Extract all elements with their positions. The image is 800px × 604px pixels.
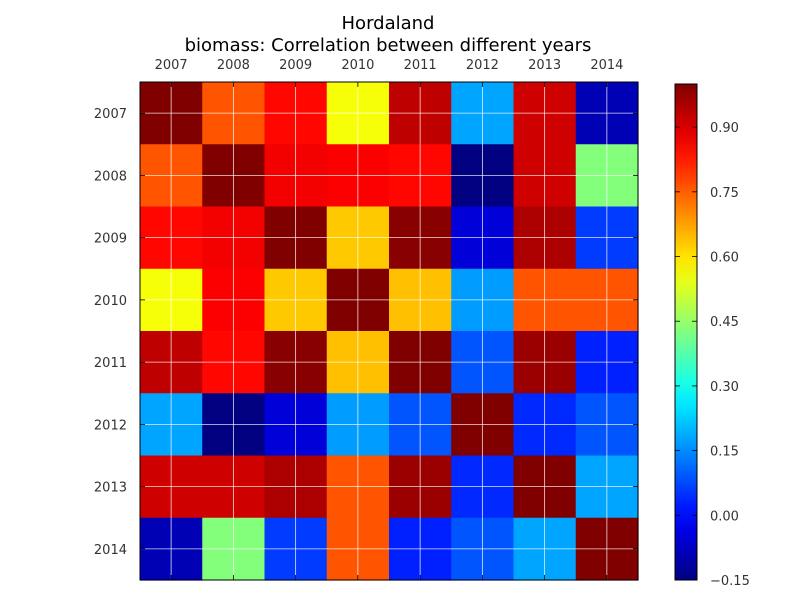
y-tick-label: 2014 <box>94 543 127 558</box>
x-tick-label: 2007 <box>155 58 188 73</box>
colorbar-tick-label: 0.00 <box>710 509 739 524</box>
x-tick-labels: 2007 2008 2009 2010 2011 2012 2013 2014 <box>155 58 624 73</box>
y-tick-label: 2009 <box>94 232 127 247</box>
chart-title: Hordaland <box>342 13 435 34</box>
x-tick-label: 2010 <box>341 58 374 73</box>
heatmap-grid <box>139 81 639 581</box>
x-tick-label: 2013 <box>528 58 561 73</box>
x-tick-label: 2012 <box>466 58 499 73</box>
x-tick-label: 2009 <box>279 58 312 73</box>
x-tick-label: 2014 <box>590 58 623 73</box>
y-tick-labels: 2007 2008 2009 2010 2011 2012 2013 2014 <box>94 107 127 558</box>
y-tick-label: 2007 <box>94 107 127 122</box>
colorbar-tick-label: 0.60 <box>710 251 739 266</box>
colorbar-tick-label: −0.15 <box>710 574 750 589</box>
y-tick-label: 2008 <box>94 169 127 184</box>
y-tick-label: 2012 <box>94 418 127 433</box>
y-tick-label: 2011 <box>94 356 127 371</box>
y-tick-label: 2013 <box>94 481 127 496</box>
x-tick-label: 2008 <box>217 58 250 73</box>
colorbar-tick-label: 0.75 <box>710 186 739 201</box>
colorbar-gradient <box>674 83 698 581</box>
colorbar-tick-label: 0.30 <box>710 380 739 395</box>
heatmap-cells <box>140 82 639 581</box>
chart-subtitle: biomass: Correlation between different y… <box>185 35 592 56</box>
colorbar: 0.90 0.75 0.60 0.45 0.30 0.15 0.00 −0.15 <box>674 83 750 589</box>
colorbar-tick-label: 0.15 <box>710 445 739 460</box>
colorbar-tick-label: 0.45 <box>710 315 739 330</box>
plot-border <box>139 81 639 581</box>
x-tick-label: 2011 <box>404 58 437 73</box>
y-tick-label: 2010 <box>94 294 127 309</box>
colorbar-tick-label: 0.90 <box>710 121 739 136</box>
